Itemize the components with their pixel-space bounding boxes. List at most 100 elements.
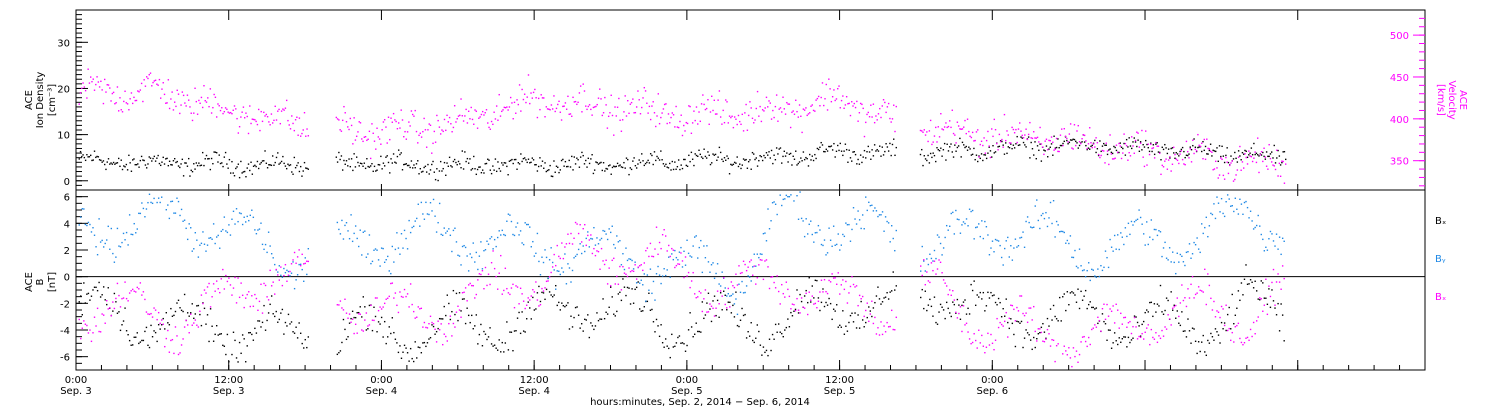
density-point [933,154,936,157]
by-point [373,249,375,251]
velocity-point [732,126,735,129]
velocity-point [926,131,928,133]
velocity-point [644,90,647,92]
density-point [856,163,858,165]
density-point [828,145,830,148]
velocity-point [630,101,633,104]
bx-point [219,333,221,335]
bz-point [393,297,395,299]
by-point [770,220,772,222]
density-point [163,163,166,165]
by-point [341,219,343,222]
density-point [228,158,231,161]
bx-point [361,316,363,318]
by-point [810,220,812,222]
velocity-point [702,94,704,96]
density-point [1174,157,1176,160]
bz-point [196,324,198,326]
bx-point [1042,322,1044,325]
by-point [1281,237,1284,240]
bz-point [1135,326,1137,328]
density-point [564,160,567,163]
bz-point [1083,335,1085,338]
bz-point [1000,323,1003,326]
density-point [148,156,150,158]
velocity-point [372,132,374,134]
bx-point [1214,328,1217,330]
bz-point [542,290,545,292]
by-point [884,216,887,218]
by-point [212,223,215,225]
bx-point [1010,318,1012,320]
bz-point [396,304,398,307]
by-point [399,253,401,255]
bz-point [863,315,865,318]
by-point [147,201,149,204]
bx-point [170,307,172,310]
density-point [572,169,574,171]
by-point [567,263,569,265]
by-point [974,226,977,229]
density-point [1025,146,1027,148]
density-point [1055,146,1058,149]
by-point [1065,242,1067,244]
density-point [670,169,672,171]
bx-point [831,318,833,321]
density-point [891,143,894,146]
density-point [1101,145,1104,147]
density-point [1012,144,1015,146]
bz-point [555,264,557,267]
by-point [1175,272,1177,275]
bz-point [993,348,995,351]
density-point [1110,151,1113,154]
density-point [797,162,799,165]
density-point [1115,149,1118,152]
by-point [390,272,392,275]
by-point [425,201,427,204]
bz-point [231,294,233,296]
bz-point [681,260,684,262]
by-point [584,250,586,253]
density-point [938,149,941,152]
by-point [732,293,734,295]
bz-point [628,267,630,269]
density-point [1278,155,1281,157]
density-point [800,157,802,159]
velocity-point [180,104,182,106]
velocity-point [1095,137,1097,139]
x-tick-time-label: 0:00 [981,375,1003,386]
bx-point [556,304,558,307]
bz-point [1274,304,1276,306]
density-point [890,154,892,157]
bx-point [576,306,578,308]
density-point [173,158,176,160]
by-point [344,224,346,227]
density-point [375,170,377,172]
density-point [1155,143,1157,145]
bx-point [205,323,207,325]
velocity-point [401,119,404,121]
by-point [1222,212,1224,215]
bz-point [412,310,415,313]
velocity-point [243,117,246,119]
bz-point [666,250,668,252]
velocity-point [742,130,745,132]
velocity-point [200,96,203,99]
velocity-point [455,121,457,123]
velocity-point [279,122,282,125]
by-point [1150,219,1153,221]
velocity-point [534,88,536,91]
bx-point [1026,332,1029,334]
by-point [489,237,491,240]
bz-point [713,315,716,317]
bz-point [568,242,571,245]
velocity-point [751,117,754,120]
by-point [556,270,558,272]
velocity-point [555,107,558,110]
density-point [583,163,586,165]
density-point [283,162,285,165]
velocity-point [932,141,934,143]
bx-point [594,325,597,327]
velocity-point [758,115,760,117]
velocity-point [700,103,703,105]
